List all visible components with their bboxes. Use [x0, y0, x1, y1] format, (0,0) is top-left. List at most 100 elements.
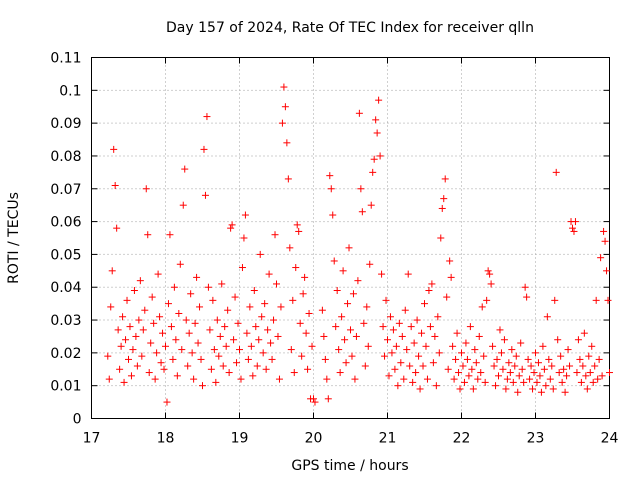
- data-point: [465, 372, 473, 380]
- data-point: [458, 349, 465, 357]
- data-point: [268, 355, 276, 363]
- data-point: [392, 342, 400, 350]
- data-point: [400, 375, 408, 383]
- data-point: [520, 378, 528, 386]
- data-point: [194, 339, 202, 347]
- data-point: [170, 283, 178, 291]
- data-point: [446, 257, 454, 265]
- data-point: [486, 270, 494, 278]
- data-point: [204, 283, 212, 291]
- data-point: [160, 365, 168, 373]
- data-point: [594, 375, 602, 383]
- data-point: [110, 145, 118, 153]
- data-point: [182, 316, 190, 324]
- data-point: [339, 267, 347, 275]
- data-point: [237, 375, 245, 383]
- data-point: [495, 372, 502, 380]
- data-point: [598, 372, 606, 380]
- data-point: [145, 369, 153, 377]
- data-point: [503, 375, 511, 383]
- data-point: [517, 339, 525, 347]
- data-point: [589, 378, 597, 386]
- data-point: [477, 369, 485, 377]
- data-point: [256, 250, 264, 258]
- data-point: [172, 336, 180, 344]
- data-point: [270, 316, 278, 324]
- x-tick-label: 20: [305, 431, 323, 447]
- data-point: [369, 168, 377, 176]
- data-point: [238, 264, 246, 272]
- data-point: [373, 129, 381, 137]
- data-point: [341, 336, 349, 344]
- data-point: [302, 329, 310, 337]
- data-point: [582, 372, 590, 380]
- data-point: [209, 296, 217, 304]
- data-point: [108, 267, 116, 275]
- data-point: [344, 300, 352, 308]
- x-axis-label: GPS time / hours: [291, 458, 408, 474]
- data-point: [135, 316, 143, 324]
- data-point: [200, 145, 208, 153]
- data-point: [560, 365, 568, 373]
- data-point: [352, 332, 360, 340]
- data-point: [496, 326, 504, 334]
- data-point: [329, 211, 337, 219]
- data-point: [583, 385, 591, 393]
- data-point: [104, 352, 112, 360]
- data-point: [385, 372, 393, 380]
- data-point: [397, 359, 405, 367]
- data-point: [273, 280, 280, 288]
- data-point: [455, 369, 463, 377]
- data-point: [460, 378, 468, 386]
- data-point: [462, 339, 470, 347]
- data-point: [481, 378, 489, 386]
- data-point: [123, 296, 131, 304]
- data-point: [398, 332, 406, 340]
- data-point: [116, 365, 124, 373]
- data-point: [207, 365, 215, 373]
- data-point: [125, 355, 132, 363]
- data-point: [253, 362, 261, 370]
- data-point: [537, 388, 545, 396]
- data-point: [163, 398, 171, 406]
- data-point: [437, 234, 445, 242]
- data-point: [443, 293, 451, 301]
- data-point: [569, 224, 576, 232]
- data-point: [274, 332, 282, 340]
- data-point: [576, 355, 584, 363]
- data-point: [119, 313, 127, 321]
- data-point: [549, 385, 557, 393]
- data-point: [164, 300, 172, 308]
- data-point: [286, 244, 294, 252]
- data-point: [333, 287, 341, 295]
- data-point: [595, 355, 603, 363]
- data-point: [298, 352, 306, 360]
- y-tick-label: 0.09: [50, 116, 81, 132]
- data-point: [527, 362, 535, 370]
- data-point: [580, 329, 588, 337]
- data-point: [234, 319, 242, 327]
- data-point: [483, 296, 491, 304]
- data-point: [281, 103, 289, 111]
- data-point: [574, 336, 582, 344]
- data-point: [304, 365, 312, 373]
- data-point: [240, 234, 248, 242]
- data-point: [132, 332, 140, 340]
- data-point: [497, 349, 505, 357]
- data-point: [518, 365, 526, 373]
- data-point: [540, 365, 548, 373]
- data-point: [534, 359, 542, 367]
- data-point: [558, 378, 566, 386]
- data-point: [548, 362, 556, 370]
- grid-lines: [91, 57, 610, 419]
- data-point: [421, 300, 428, 308]
- data-point: [444, 365, 452, 373]
- data-point: [150, 319, 158, 327]
- data-point: [453, 329, 461, 337]
- data-point: [290, 369, 298, 377]
- data-point: [409, 378, 417, 386]
- data-point: [345, 244, 353, 252]
- data-point: [277, 303, 285, 311]
- data-point: [466, 323, 474, 331]
- data-point: [342, 359, 350, 367]
